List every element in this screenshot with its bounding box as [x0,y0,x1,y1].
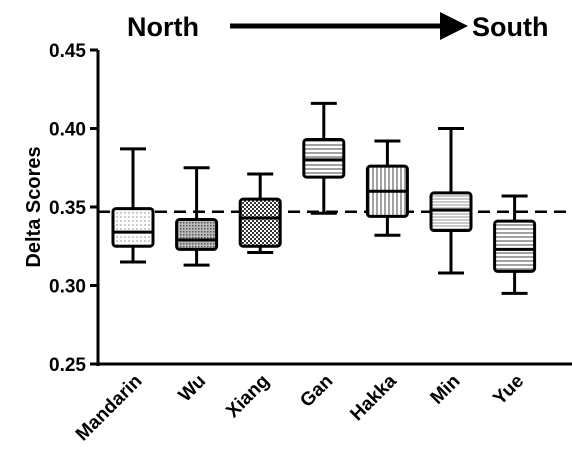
y-tick-label: 0.35 [49,198,86,219]
box-iqr [302,137,346,179]
box-iqr [175,218,219,251]
box-iqr [238,197,282,248]
x-tick-label: Mandarin [72,371,147,446]
y-tick-label: 0.45 [49,41,86,62]
annotation-north: North [127,12,199,42]
box-xiang [238,172,282,255]
x-tick-label: Wu [175,371,210,406]
x-tick-label: Hakka [346,370,401,425]
box-min [429,127,473,275]
y-tick-label: 0.40 [49,120,86,141]
x-tick-label: Min [427,371,465,409]
y-tick-label: 0.25 [49,355,86,376]
y-axis-label: Delta Scores [23,146,45,267]
box-gan [302,101,346,215]
box-iqr [111,207,155,248]
box-iqr [429,191,473,233]
box-hakka [365,139,409,237]
x-tick-label: Yue [489,371,528,410]
box-mandarin [111,147,155,264]
annotation-south: South [472,12,548,42]
x-tick-label: Gan [296,371,337,412]
box-wu [175,166,219,267]
box-iqr [493,219,537,273]
x-tick-label: Xiang [222,371,273,422]
box-yue [493,194,537,295]
annotation-arrow-head [440,12,468,40]
y-tick-label: 0.30 [49,277,86,298]
